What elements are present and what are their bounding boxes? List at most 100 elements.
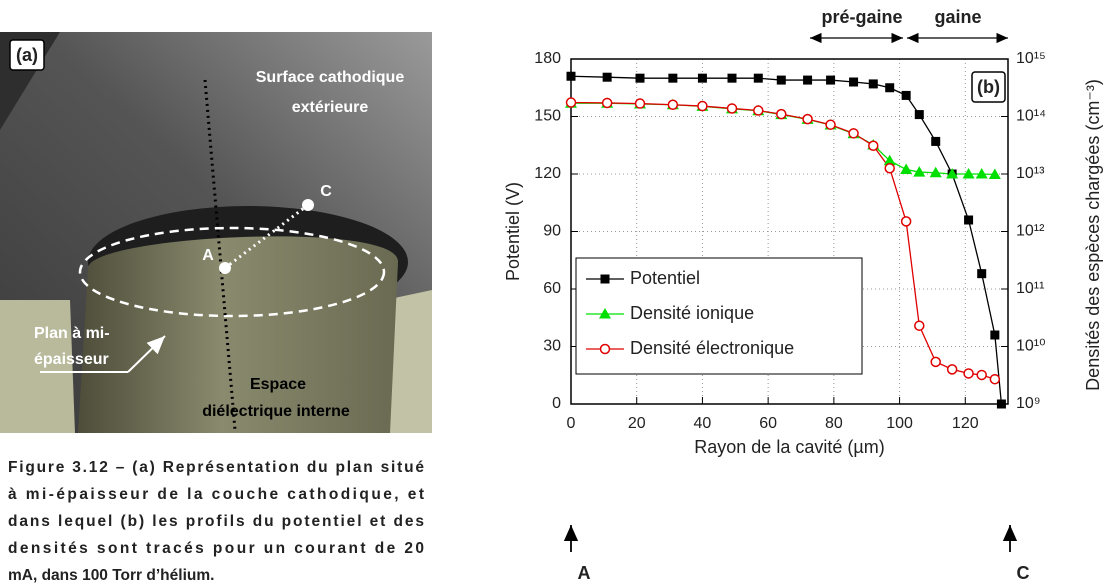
- marker: [884, 162, 895, 174]
- render-label: C: [320, 183, 332, 200]
- marker: [825, 119, 836, 130]
- marker: [975, 168, 988, 179]
- render-label: épaisseur: [34, 351, 109, 368]
- y-tick-label: 0: [552, 395, 561, 412]
- x-tick-label: 40: [694, 415, 712, 432]
- y2-tick-label: 10¹³: [1016, 165, 1045, 182]
- render: [0, 32, 432, 433]
- marker: [848, 128, 859, 139]
- marker: [566, 71, 576, 81]
- y-tick-label: 60: [543, 280, 561, 297]
- panel-label: (b): [977, 77, 1000, 97]
- panel-box: [971, 71, 1006, 103]
- marker: [914, 110, 924, 120]
- marker: [990, 330, 1000, 340]
- marker: [667, 99, 679, 111]
- region-label: gaine: [934, 7, 981, 27]
- x-tick-label: 60: [759, 415, 777, 432]
- marker: [697, 73, 707, 83]
- marker: [883, 154, 896, 166]
- marker: [977, 269, 987, 279]
- point-label: A: [578, 563, 591, 583]
- render-label: extérieure: [292, 99, 369, 116]
- point-label: C: [1017, 563, 1030, 583]
- caption-line: à mi-épaisseur de la couche cathodique, …: [8, 486, 424, 503]
- legend-label: Densité ionique: [630, 303, 754, 323]
- y-axis-label: Potentiel (V): [503, 182, 523, 281]
- marker: [753, 105, 764, 116]
- marker: [776, 75, 786, 85]
- y2-tick-label: 10¹⁴: [1016, 108, 1046, 125]
- marker: [776, 108, 787, 120]
- y2-tick-label: 10⁹: [1016, 395, 1041, 412]
- marker: [914, 320, 925, 331]
- legend-box: [575, 257, 863, 375]
- marker: [996, 399, 1006, 409]
- marker: [634, 98, 646, 109]
- caption-line: dans lequel (b) les profils du potentiel…: [8, 513, 424, 530]
- marker: [900, 216, 912, 227]
- render-label: A: [202, 247, 214, 264]
- marker: [697, 100, 708, 112]
- x-axis-label: Rayon de la cavité (µm): [694, 437, 884, 457]
- marker: [989, 373, 1001, 385]
- x-tick-label: 100: [886, 415, 913, 432]
- marker: [946, 364, 958, 375]
- legend-marker: [599, 308, 611, 319]
- legend-label: Potentiel: [630, 268, 700, 288]
- marker: [964, 215, 974, 225]
- x-tick-label: 80: [825, 415, 843, 432]
- marker: [635, 73, 645, 83]
- marker: [753, 73, 763, 83]
- y2-tick-label: 10¹¹: [1016, 280, 1044, 297]
- marker: [963, 368, 974, 379]
- y2-tick-label: 10¹⁰: [1016, 338, 1046, 355]
- caption-line: densités sont tracés pour un courant de …: [8, 540, 424, 557]
- render-label: Espace: [250, 376, 306, 393]
- marker: [930, 356, 941, 368]
- panel-label: (a): [16, 45, 38, 65]
- marker: [962, 168, 975, 179]
- render-label: diélectrique interne: [202, 403, 350, 420]
- marker: [901, 90, 911, 100]
- y-tick-label: 30: [543, 338, 561, 355]
- legend-label: Densité électronique: [630, 338, 794, 358]
- marker: [988, 168, 1001, 180]
- marker: [976, 369, 987, 381]
- marker: [565, 97, 577, 108]
- marker: [601, 97, 613, 109]
- y2-axis-label: Densités des espèces chargées (cm⁻³): [1083, 79, 1103, 391]
- marker: [726, 103, 738, 114]
- marker: [727, 73, 737, 83]
- legend-marker: [599, 343, 611, 355]
- marker: [913, 166, 926, 177]
- plot-frame: [570, 58, 1009, 405]
- y2-tick-label: 10¹⁵: [1016, 50, 1046, 67]
- marker: [885, 83, 895, 93]
- marker: [868, 79, 878, 89]
- marker: [946, 168, 959, 179]
- marker: [668, 73, 678, 83]
- marker: [868, 140, 879, 151]
- x-tick-label: 120: [952, 415, 979, 432]
- render-label: Surface cathodique: [256, 69, 405, 86]
- y-tick-label: 150: [534, 108, 561, 125]
- marker: [803, 75, 813, 85]
- y2-tick-label: 10¹²: [1016, 223, 1045, 240]
- y-tick-label: 120: [534, 165, 561, 182]
- marker: [900, 163, 913, 174]
- y-tick-label: 90: [543, 223, 561, 240]
- x-tick-label: 0: [567, 415, 576, 432]
- marker: [802, 113, 813, 125]
- region-label: pré-gaine: [821, 7, 902, 27]
- render-label: Plan à mi-: [34, 325, 110, 342]
- marker: [826, 75, 836, 85]
- caption-line: Figure 3.12 – (a) Représentation du plan…: [8, 459, 424, 476]
- marker: [602, 72, 612, 82]
- marker: [931, 136, 941, 146]
- marker: [929, 166, 942, 178]
- y-tick-label: 180: [534, 50, 561, 67]
- marker: [849, 77, 859, 87]
- legend-marker: [600, 274, 610, 284]
